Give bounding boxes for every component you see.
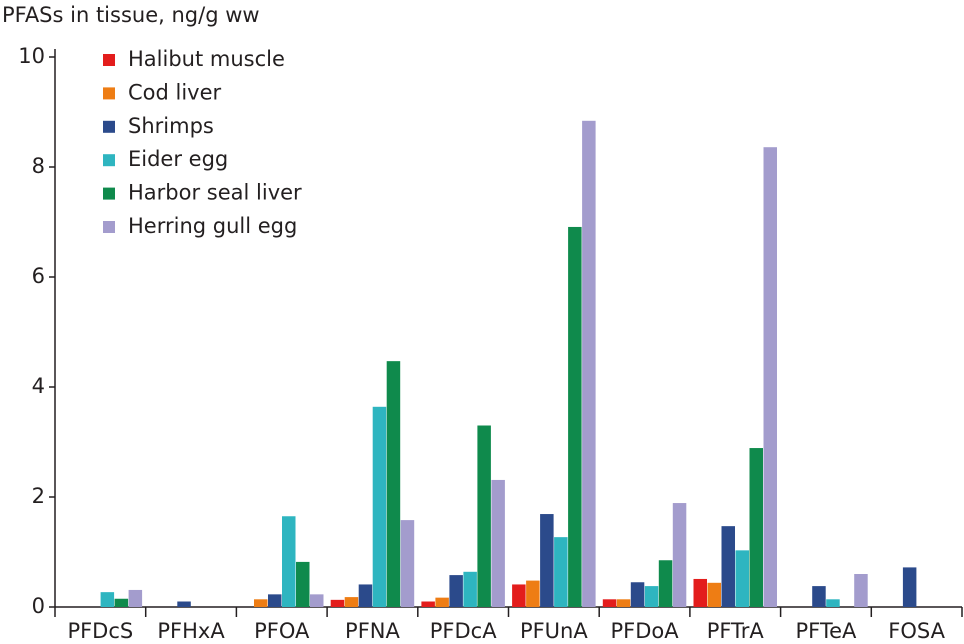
bar (358, 584, 373, 607)
legend-swatch (103, 54, 115, 66)
bar (282, 516, 296, 607)
x-tick-label: PFOA (254, 619, 310, 643)
y-tick-label: 4 (32, 374, 45, 398)
bar (602, 599, 617, 607)
bar (268, 594, 282, 607)
bar (707, 582, 721, 607)
bar (491, 479, 505, 607)
bar (644, 586, 659, 607)
bar (254, 599, 268, 607)
bar (902, 567, 917, 607)
bar (693, 578, 707, 607)
legend-label: Herring gull egg (128, 214, 297, 238)
bar (344, 597, 359, 607)
bar (177, 601, 191, 607)
x-tick-label: PFHxA (157, 619, 225, 643)
y-tick-label: 6 (32, 264, 45, 288)
bar (296, 561, 310, 607)
legend-swatch (103, 87, 115, 100)
bar (540, 514, 554, 607)
x-tick-label: PFNA (345, 619, 400, 643)
bar (826, 599, 840, 607)
bar (114, 598, 129, 607)
bar (330, 599, 345, 607)
bar (526, 580, 540, 607)
x-tick-label: PFDoA (610, 619, 679, 643)
legend-label: Cod liver (128, 80, 222, 104)
bar (100, 592, 115, 607)
legend-swatch (103, 221, 115, 233)
legend-label: Eider egg (128, 147, 228, 171)
bar (763, 147, 777, 607)
bar (400, 520, 415, 607)
bar (630, 582, 645, 607)
bar (310, 594, 324, 607)
legend-swatch (103, 187, 115, 200)
bar (512, 584, 526, 607)
x-tick-label: PFDcA (430, 619, 497, 643)
x-tick-label: PFTrA (707, 619, 765, 643)
bar (568, 226, 582, 607)
bar (386, 361, 401, 607)
bar (128, 589, 143, 607)
bar (421, 601, 435, 607)
legend-swatch (103, 154, 115, 167)
y-tick-label: 0 (32, 594, 45, 618)
x-tick-label: PFDcS (67, 619, 133, 643)
y-tick-label: 10 (18, 44, 45, 68)
bar (721, 526, 735, 607)
bar (372, 406, 387, 607)
x-tick-label: FOSA (888, 619, 945, 643)
bar (582, 120, 596, 608)
legend-label: Harbor seal liver (128, 181, 302, 205)
bar (463, 571, 477, 607)
legend-label: Shrimps (128, 114, 214, 138)
bar (435, 597, 449, 607)
bar (735, 550, 749, 607)
legend-label: Halibut muscle (128, 47, 285, 71)
y-tick-label: 8 (32, 154, 45, 178)
x-tick-label: PFUnA (520, 619, 588, 643)
bar (616, 599, 631, 607)
bar (812, 586, 826, 607)
bar (554, 537, 568, 607)
y-tick-label: 2 (32, 484, 45, 508)
x-tick-label: PFTeA (795, 619, 857, 643)
bar (749, 448, 763, 607)
bar (449, 575, 463, 607)
bar (658, 560, 673, 607)
legend-swatch (103, 120, 115, 133)
bar (854, 574, 868, 607)
bar (672, 503, 687, 607)
bar (477, 425, 491, 607)
y-axis-title: PFASs in tissue, ng/g ww (2, 3, 260, 27)
